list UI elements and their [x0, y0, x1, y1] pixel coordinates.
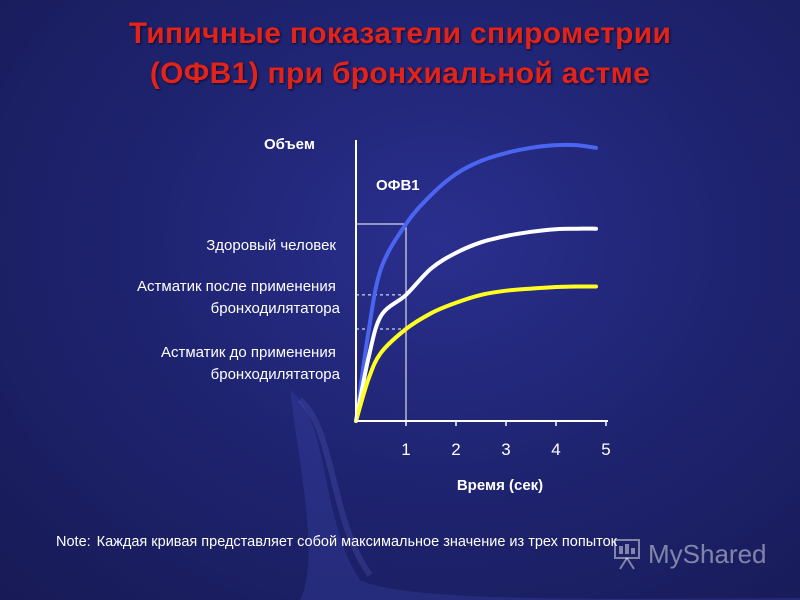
footnote-prefix: Note:: [56, 534, 91, 550]
after-bronchodilator-curve: [354, 226, 598, 423]
healthy-curve: [354, 142, 598, 423]
label-after: Астматик после применения бронходилятато…: [137, 278, 341, 317]
x-axis-label: Время (сек): [457, 477, 543, 494]
footnote-text: Каждая кривая представляет собой максима…: [96, 534, 618, 550]
label-after-line-2: бронходилятатора: [211, 300, 341, 317]
label-before-line-1: Астматик до применения: [161, 344, 336, 361]
guide-lines: [356, 223, 407, 421]
x-tick-label: 3: [501, 440, 510, 459]
footnote: Note: Каждая кривая представляет собой ма…: [56, 534, 617, 550]
watermark: MyShared: [612, 536, 767, 572]
presentation-board-icon: [614, 539, 640, 570]
watermark-text: MyShared: [648, 538, 767, 569]
before-bronchodilator-curve: [354, 284, 598, 423]
x-ticks: 1 2 3 4 5: [401, 421, 611, 459]
x-tick-label: 1: [401, 440, 410, 459]
title-line-2: (ОФВ1) при бронхиальной астме: [149, 57, 651, 90]
y-axis-label: Объем: [264, 136, 315, 153]
x-tick-label: 5: [601, 440, 610, 459]
curves: [354, 142, 598, 423]
label-before: Астматик до применения бронходилятатора: [161, 344, 341, 383]
page-title: Типичные показатели спирометрии (ОФВ1) п…: [0, 14, 800, 94]
x-tick-label: 4: [551, 440, 560, 459]
x-tick-label: 2: [451, 440, 460, 459]
label-healthy: Здоровый человек: [206, 237, 336, 254]
label-before-line-2: бронходилятатора: [211, 366, 341, 383]
title-line-1: Типичные показатели спирометрии: [128, 17, 672, 50]
label-after-line-1: Астматик после применения: [137, 278, 336, 295]
marker-label: ОФВ1: [376, 177, 420, 194]
